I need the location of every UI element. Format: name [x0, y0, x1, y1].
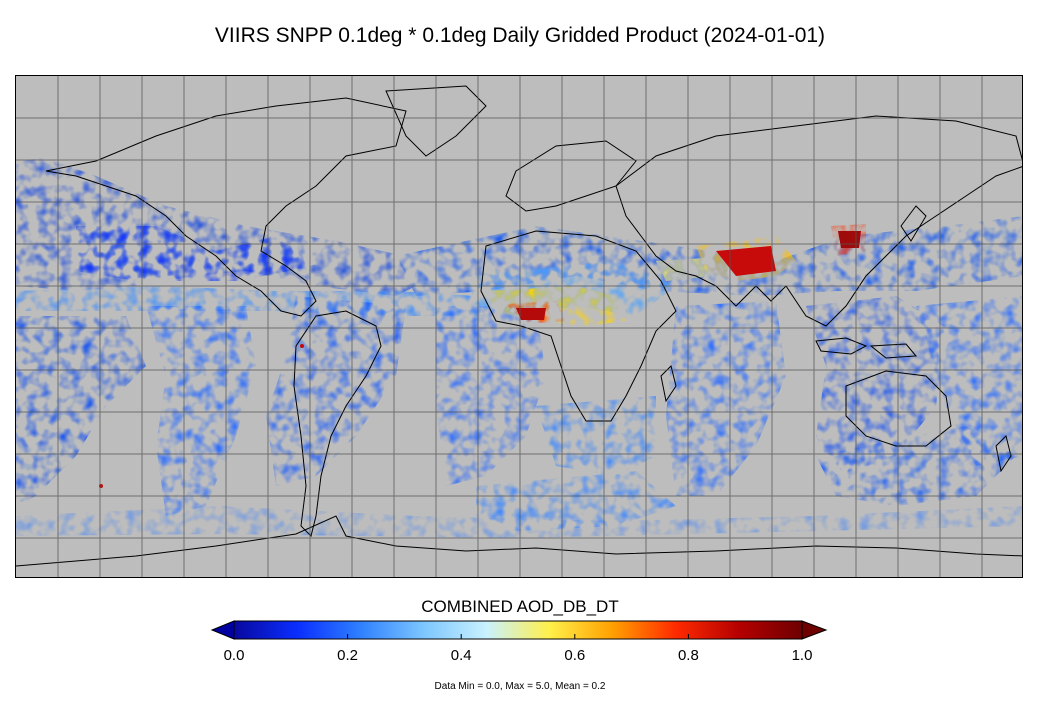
colorbar-under-arrow	[210, 620, 235, 640]
colorbar-tick-label: 1.0	[791, 647, 813, 664]
colorbar-tick-label: 0.2	[337, 647, 359, 664]
colorbar	[210, 620, 828, 640]
colorbar-tick-label: 0.0	[223, 647, 245, 664]
aod-map[interactable]	[15, 75, 1023, 578]
colorbar-title: COMBINED AOD_DB_DT	[421, 597, 619, 616]
colorbar-over-arrow	[801, 620, 828, 640]
data-stats: Data Min = 0.0, Max = 5.0, Mean = 0.2	[434, 681, 606, 692]
colorbar-ticks	[233, 634, 803, 639]
colorbar-tick-label: 0.8	[677, 647, 699, 664]
map-canvas	[16, 76, 1022, 577]
colorbar-tick-label: 0.6	[564, 647, 586, 664]
map-title: VIIRS SNPP 0.1deg * 0.1deg Daily Gridded…	[214, 24, 826, 47]
colorbar-tick-label: 0.4	[450, 647, 472, 664]
lat-lon-grid	[16, 76, 1022, 577]
colorbar-gradient	[233, 620, 803, 640]
